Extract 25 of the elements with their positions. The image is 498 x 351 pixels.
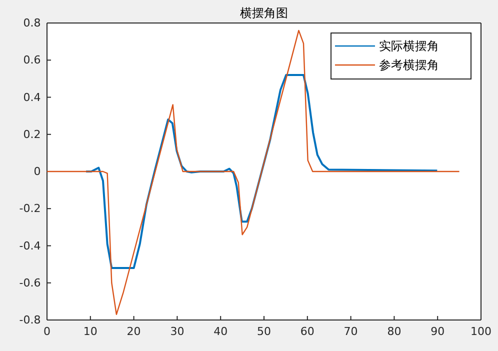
y-tick-label: 0	[34, 165, 41, 178]
x-tick-label: 40	[214, 325, 228, 338]
y-tick-label: -0.6	[19, 276, 41, 290]
x-tick-label: 30	[170, 325, 184, 338]
line-series	[85, 74, 438, 270]
y-tick-label: -0.2	[19, 202, 41, 216]
y-tick-label: 0.6	[23, 54, 41, 67]
x-tick-label: 80	[387, 325, 402, 338]
x-tick-label: 10	[83, 325, 98, 338]
legend-label: 实际横摆角	[379, 39, 439, 53]
chart-title: 横摆角图	[240, 6, 288, 20]
x-tick-label: 50	[257, 325, 271, 338]
legend-label: 参考横摆角	[379, 58, 439, 72]
x-tick-label: 0	[44, 325, 50, 338]
y-tick-label: 0.2	[23, 128, 41, 141]
x-tick-label: 100	[470, 325, 492, 338]
y-tick-label: -0.8	[19, 314, 41, 327]
x-tick-label: 60	[300, 325, 314, 338]
x-tick-label: 90	[430, 325, 445, 338]
line-series	[46, 30, 460, 316]
y-tick-label: -0.4	[19, 239, 41, 252]
x-tick-label: 20	[126, 325, 141, 338]
x-tick-label: 70	[344, 325, 358, 338]
y-tick-label: 0.8	[23, 16, 41, 30]
y-tick-label: 0.4	[23, 90, 41, 104]
